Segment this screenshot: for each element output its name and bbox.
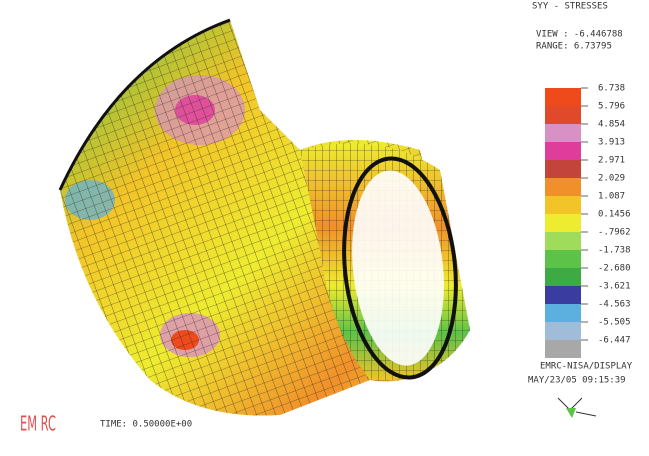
legend-label: -1.738 (598, 246, 631, 256)
software-name: EMRC-NISA/DISPLAY (540, 362, 633, 372)
legend: 6.738 5.796 4.854 3.913 2.971 2.029 1.087 0.145… (545, 84, 631, 358)
legend-label: 6.738 (598, 84, 625, 94)
legend-label: -3.621 (598, 282, 631, 292)
legend-swatch (545, 142, 581, 160)
legend-swatch (545, 88, 581, 106)
legend-swatch (545, 268, 581, 286)
date-stamp: MAY/23/05 09:15:39 (528, 376, 626, 386)
legend-swatch (545, 322, 581, 340)
legend-label: -5.505 (598, 318, 631, 328)
legend-label: 1.087 (598, 192, 625, 202)
time-value: TIME: 0.50000E+00 (100, 420, 192, 430)
legend-label: -2.680 (598, 264, 631, 274)
range-value: RANGE: 6.73795 (536, 42, 612, 52)
legend-label: 2.971 (598, 156, 625, 166)
legend-swatch (545, 160, 581, 178)
legend-label: 3.913 (598, 138, 625, 148)
result-type: SYY - STRESSES (532, 2, 608, 12)
legend-label: -.7962 (598, 228, 631, 238)
legend-swatch (545, 304, 581, 322)
legend-swatch (545, 178, 581, 196)
legend-swatch (545, 250, 581, 268)
legend-label: -4.563 (598, 300, 631, 310)
legend-swatch (545, 286, 581, 304)
legend-label: 0.1456 (598, 210, 631, 220)
legend-swatch (545, 124, 581, 142)
logo: EM RC (20, 412, 56, 436)
legend-swatch (545, 232, 581, 250)
axis-triad (557, 397, 597, 418)
view-value: VIEW : -6.446788 (536, 30, 623, 40)
legend-swatch (545, 214, 581, 232)
fea-model (58, 18, 470, 416)
legend-swatch (545, 340, 581, 358)
legend-label: 5.796 (598, 102, 625, 112)
legend-swatch (545, 196, 581, 214)
legend-label: 4.854 (598, 120, 625, 130)
legend-swatch (545, 106, 581, 124)
legend-label: -6.447 (598, 336, 631, 346)
legend-label: 2.029 (598, 174, 625, 184)
